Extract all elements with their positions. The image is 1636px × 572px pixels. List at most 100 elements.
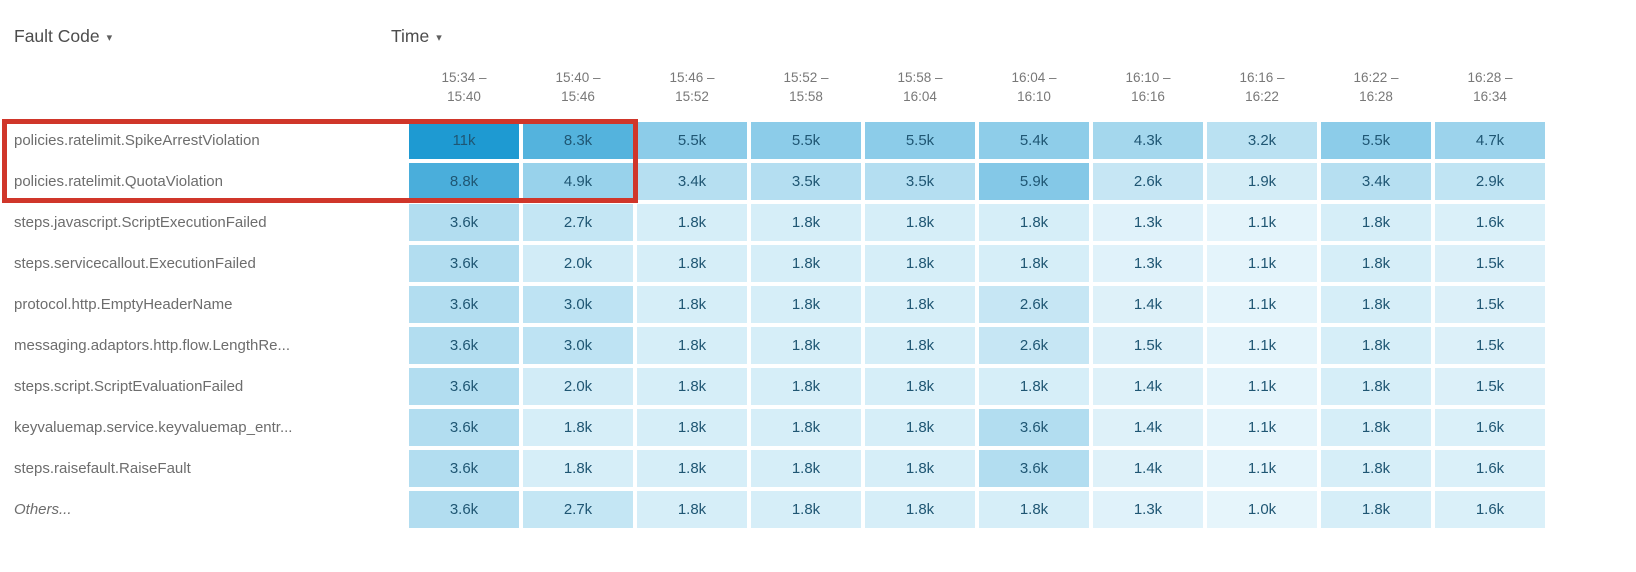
heatmap-cell[interactable]: 3.0k [523,327,633,364]
heatmap-cell[interactable]: 1.8k [637,450,747,487]
heatmap-cell[interactable]: 1.8k [637,491,747,528]
heatmap-cell[interactable]: 1.8k [637,327,747,364]
heatmap-cell[interactable]: 5.5k [751,122,861,159]
heatmap-cell[interactable]: 3.6k [979,409,1089,446]
heatmap-cell[interactable]: 3.6k [409,491,519,528]
heatmap-cell[interactable]: 1.8k [1321,450,1431,487]
heatmap-cell[interactable]: 1.9k [1207,163,1317,200]
heatmap-cell[interactable]: 5.5k [637,122,747,159]
heatmap-cell[interactable]: 1.5k [1435,327,1545,364]
heatmap-cell[interactable]: 1.8k [637,245,747,282]
heatmap-cell[interactable]: 1.8k [865,368,975,405]
heatmap-cell[interactable]: 1.8k [865,245,975,282]
heatmap-cell[interactable]: 2.6k [1093,163,1203,200]
heatmap-cell[interactable]: 5.9k [979,163,1089,200]
time-dropdown[interactable]: Time ▾ [391,26,442,47]
heatmap-cell[interactable]: 3.5k [865,163,975,200]
heatmap-cell[interactable]: 1.4k [1093,368,1203,405]
heatmap-cell[interactable]: 1.8k [979,368,1089,405]
heatmap-cell[interactable]: 1.8k [751,491,861,528]
heatmap-cell[interactable]: 1.3k [1093,245,1203,282]
heatmap-cell[interactable]: 1.8k [979,204,1089,241]
heatmap-cell[interactable]: 1.8k [637,204,747,241]
heatmap-cell[interactable]: 1.8k [979,245,1089,282]
heatmap-cell[interactable]: 2.6k [979,327,1089,364]
heatmap-cell[interactable]: 1.4k [1093,286,1203,323]
heatmap-cell[interactable]: 1.8k [751,245,861,282]
heatmap-cell[interactable]: 1.4k [1093,450,1203,487]
heatmap-cell[interactable]: 1.8k [865,450,975,487]
heatmap-cell[interactable]: 3.0k [523,286,633,323]
heatmap-cell[interactable]: 1.8k [1321,368,1431,405]
heatmap-cell[interactable]: 1.5k [1435,245,1545,282]
heatmap-cell[interactable]: 1.8k [523,450,633,487]
heatmap-cell[interactable]: 1.6k [1435,491,1545,528]
heatmap-cell[interactable]: 1.8k [1321,327,1431,364]
heatmap-cell[interactable]: 1.6k [1435,204,1545,241]
heatmap-cell[interactable]: 4.3k [1093,122,1203,159]
heatmap-cell[interactable]: 1.6k [1435,409,1545,446]
heatmap-cell[interactable]: 2.7k [523,491,633,528]
heatmap-cell[interactable]: 3.2k [1207,122,1317,159]
heatmap-cell[interactable]: 2.0k [523,368,633,405]
heatmap-cell[interactable]: 1.8k [751,450,861,487]
heatmap-cell[interactable]: 3.6k [979,450,1089,487]
heatmap-cell[interactable]: 1.8k [865,491,975,528]
heatmap-cell[interactable]: 3.6k [409,204,519,241]
heatmap-cell[interactable]: 4.7k [1435,122,1545,159]
heatmap-cell[interactable]: 1.8k [751,204,861,241]
heatmap-cell[interactable]: 1.8k [979,491,1089,528]
heatmap-cell[interactable]: 3.6k [409,368,519,405]
heatmap-cell[interactable]: 2.0k [523,245,633,282]
heatmap-cell[interactable]: 1.1k [1207,327,1317,364]
heatmap-cell[interactable]: 3.6k [409,245,519,282]
heatmap-cell[interactable]: 1.8k [865,204,975,241]
heatmap-cell[interactable]: 3.6k [409,286,519,323]
heatmap-cell[interactable]: 1.4k [1093,409,1203,446]
fault-code-dropdown[interactable]: Fault Code ▾ [14,26,112,47]
heatmap-cell[interactable]: 3.4k [637,163,747,200]
heatmap-cell[interactable]: 1.8k [865,409,975,446]
heatmap-cell[interactable]: 2.9k [1435,163,1545,200]
heatmap-cell[interactable]: 1.8k [1321,204,1431,241]
heatmap-cell[interactable]: 1.8k [523,409,633,446]
heatmap-cell[interactable]: 3.6k [409,327,519,364]
heatmap-cell[interactable]: 1.1k [1207,368,1317,405]
heatmap-cell[interactable]: 1.5k [1093,327,1203,364]
heatmap-cell[interactable]: 1.8k [751,368,861,405]
heatmap-cell[interactable]: 1.8k [865,286,975,323]
heatmap-cell[interactable]: 4.9k [523,163,633,200]
heatmap-cell[interactable]: 1.1k [1207,286,1317,323]
heatmap-cell[interactable]: 11k [409,122,519,159]
heatmap-cell[interactable]: 3.4k [1321,163,1431,200]
heatmap-cell[interactable]: 1.8k [637,368,747,405]
heatmap-cell[interactable]: 1.8k [865,327,975,364]
heatmap-cell[interactable]: 1.8k [1321,409,1431,446]
heatmap-cell[interactable]: 5.5k [1321,122,1431,159]
heatmap-cell[interactable]: 3.6k [409,450,519,487]
heatmap-cell[interactable]: 1.1k [1207,450,1317,487]
heatmap-cell[interactable]: 1.8k [637,409,747,446]
heatmap-cell[interactable]: 5.4k [979,122,1089,159]
heatmap-cell[interactable]: 1.0k [1207,491,1317,528]
heatmap-cell[interactable]: 1.8k [637,286,747,323]
heatmap-cell[interactable]: 3.5k [751,163,861,200]
heatmap-cell[interactable]: 1.8k [751,327,861,364]
heatmap-cell[interactable]: 8.3k [523,122,633,159]
heatmap-cell[interactable]: 1.3k [1093,204,1203,241]
heatmap-cell[interactable]: 1.1k [1207,245,1317,282]
heatmap-cell[interactable]: 1.8k [1321,286,1431,323]
heatmap-cell[interactable]: 1.1k [1207,409,1317,446]
heatmap-cell[interactable]: 1.5k [1435,368,1545,405]
heatmap-cell[interactable]: 1.3k [1093,491,1203,528]
heatmap-cell[interactable]: 8.8k [409,163,519,200]
heatmap-cell[interactable]: 1.8k [1321,491,1431,528]
heatmap-cell[interactable]: 2.7k [523,204,633,241]
heatmap-cell[interactable]: 1.6k [1435,450,1545,487]
heatmap-cell[interactable]: 1.8k [751,409,861,446]
heatmap-cell[interactable]: 1.8k [1321,245,1431,282]
heatmap-cell[interactable]: 1.8k [751,286,861,323]
heatmap-cell[interactable]: 2.6k [979,286,1089,323]
heatmap-cell[interactable]: 1.1k [1207,204,1317,241]
heatmap-cell[interactable]: 1.5k [1435,286,1545,323]
